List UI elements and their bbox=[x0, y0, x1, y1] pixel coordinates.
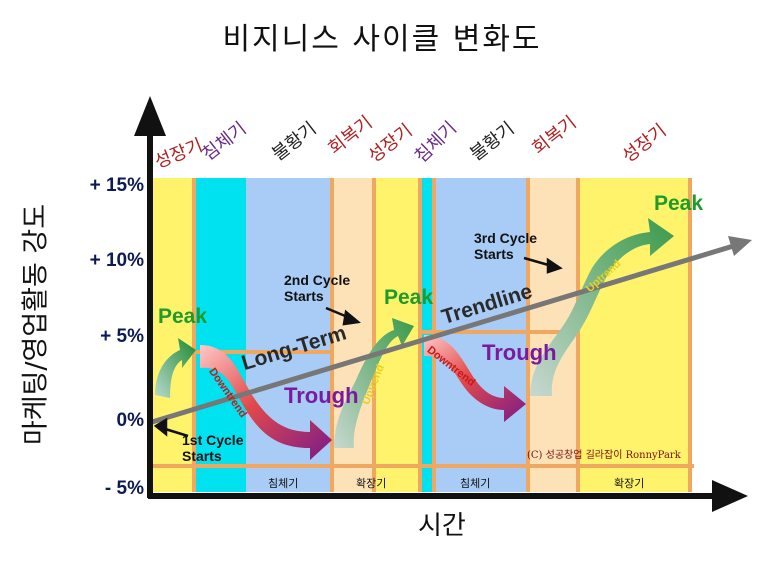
diagram-title: 비지니스 사이클 변화도 bbox=[222, 22, 542, 57]
peak-label-2: Peak bbox=[384, 286, 434, 309]
y-tick-15: + 15% bbox=[89, 175, 144, 196]
band-depression-2 bbox=[434, 178, 528, 492]
bottom-band-label-4: 확장기 bbox=[614, 477, 645, 490]
cycle-note-3-line2: Starts bbox=[474, 246, 514, 262]
phase-dividers bbox=[192, 178, 692, 492]
cycle-note-1-line2: Starts bbox=[182, 448, 222, 464]
bottom-band-label-3: 침체기 bbox=[460, 477, 491, 490]
x-axis-arrowhead bbox=[712, 480, 748, 512]
pointer-3rd-cycle-head bbox=[546, 257, 563, 274]
downtrend-arrow-2 bbox=[424, 335, 526, 422]
trendline bbox=[151, 236, 752, 425]
cycle-note-2: 2nd Cycle Starts bbox=[284, 272, 350, 304]
cycle-note-3-line1: 3rd Cycle bbox=[474, 230, 538, 246]
trough-label-1: Trough bbox=[284, 383, 359, 408]
copyright-note: (C) 성공창업 길라잡이 RonnyPark bbox=[527, 450, 681, 461]
pointer-1st-cycle-head bbox=[153, 417, 168, 437]
y-axis-label: 마케팅/영업활동 강도 bbox=[20, 203, 52, 446]
y-tick-minus-5: - 5% bbox=[104, 478, 144, 499]
peak-label-1: Peak bbox=[158, 305, 208, 328]
pointer-2nd-cycle-head bbox=[342, 309, 361, 326]
pointer-arrows bbox=[153, 256, 563, 438]
band-recession-1 bbox=[194, 178, 246, 492]
uptrend-arrow-2 bbox=[530, 218, 674, 396]
bottom-band-label-1: 침체기 bbox=[268, 477, 299, 490]
y-tick-0: 0% bbox=[116, 410, 144, 431]
x-axis-label: 시간 bbox=[418, 511, 466, 541]
trendline-shaft bbox=[151, 241, 741, 425]
band-growth-3 bbox=[578, 178, 690, 492]
trendline-arrowhead bbox=[728, 236, 752, 256]
axes bbox=[134, 96, 748, 512]
y-tick-10: + 10% bbox=[89, 250, 144, 271]
cycle-note-3: 3rd Cycle Starts bbox=[474, 230, 537, 262]
bottom-band-label-2: 확장기 bbox=[356, 477, 387, 490]
y-axis-arrowhead bbox=[134, 96, 166, 136]
trough-label-2: Trough bbox=[482, 340, 557, 365]
cycle-note-1: 1st Cycle Starts bbox=[182, 432, 243, 464]
peak-label-3: Peak bbox=[654, 192, 704, 215]
cycle-note-2-line2: Starts bbox=[284, 288, 324, 304]
cycle-note-1-line1: 1st Cycle bbox=[182, 432, 244, 448]
band-growth-1 bbox=[152, 178, 194, 492]
peak-arrow-1 bbox=[155, 338, 196, 398]
y-tick-5: + 5% bbox=[100, 326, 144, 347]
band-recession-2 bbox=[420, 178, 434, 492]
cycle-note-2-line1: 2nd Cycle bbox=[284, 272, 351, 288]
downtrend-arrow-1 bbox=[200, 345, 332, 460]
uptrend-arrow-1 bbox=[334, 318, 414, 448]
